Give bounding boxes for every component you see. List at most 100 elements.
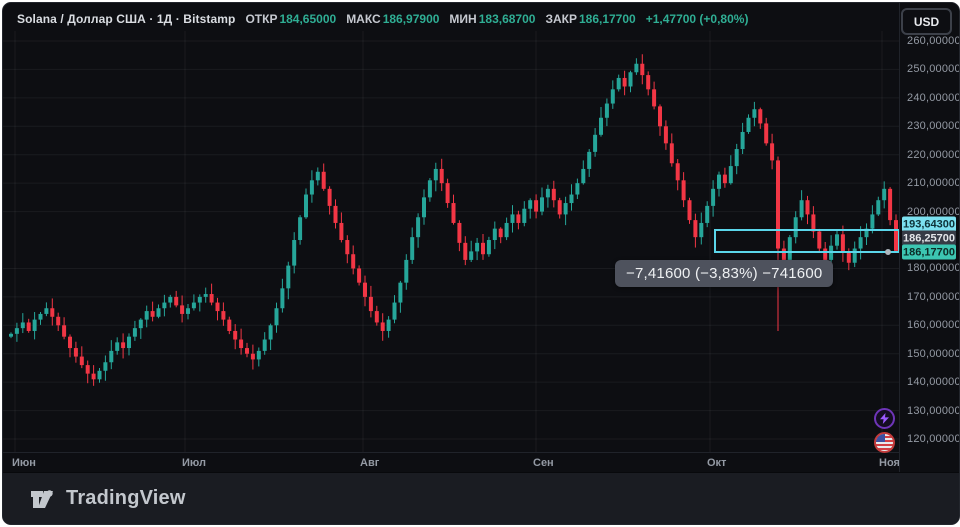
candle-body[interactable]	[728, 166, 733, 184]
candle-body[interactable]	[510, 214, 515, 223]
candle-body[interactable]	[852, 248, 857, 263]
candle-body[interactable]	[840, 234, 845, 252]
candle-body[interactable]	[486, 240, 491, 255]
candle-body[interactable]	[622, 77, 627, 87]
candle-body[interactable]	[516, 214, 521, 223]
candle-body[interactable]	[79, 356, 84, 366]
candle-body[interactable]	[705, 205, 710, 223]
candle-body[interactable]	[250, 353, 255, 360]
candle-body[interactable]	[103, 362, 108, 371]
candle-body[interactable]	[599, 117, 603, 135]
candle-body[interactable]	[245, 348, 249, 354]
candle-body[interactable]	[433, 168, 438, 181]
candle-body[interactable]	[380, 322, 385, 331]
candle-body[interactable]	[563, 203, 568, 215]
candle-body[interactable]	[162, 302, 167, 309]
candle-body[interactable]	[121, 342, 126, 349]
symbol-title[interactable]: Solana / Доллар США · 1Д · Bitstamp	[17, 12, 236, 26]
candle-body[interactable]	[699, 222, 704, 238]
candle-body[interactable]	[132, 328, 137, 337]
candle-body[interactable]	[793, 217, 798, 238]
candle-body[interactable]	[416, 217, 421, 238]
candle-body[interactable]	[374, 311, 379, 323]
candle-body[interactable]	[640, 63, 645, 76]
candle-body[interactable]	[764, 123, 769, 144]
tradingview-wordmark[interactable]: TradingView	[66, 487, 186, 509]
candle-body[interactable]	[722, 174, 727, 184]
candle-body[interactable]	[740, 131, 745, 150]
candle-body[interactable]	[498, 228, 503, 238]
candle-body[interactable]	[652, 89, 657, 107]
candle-body[interactable]	[357, 268, 362, 283]
candle-body[interactable]	[215, 302, 220, 312]
candle-body[interactable]	[610, 89, 615, 104]
candle-body[interactable]	[404, 259, 409, 283]
candle-body[interactable]	[363, 282, 367, 297]
candle-body[interactable]	[693, 220, 698, 238]
candle-body[interactable]	[846, 251, 851, 263]
candle-body[interactable]	[97, 370, 102, 380]
candle-body[interactable]	[138, 319, 143, 329]
candle-body[interactable]	[150, 311, 155, 317]
lightning-icon[interactable]	[874, 408, 895, 429]
candle-body[interactable]	[469, 251, 474, 260]
drawing-handle[interactable]	[885, 249, 891, 255]
candle-body[interactable]	[681, 180, 686, 201]
candle-body[interactable]	[109, 350, 114, 363]
candle-body[interactable]	[221, 311, 226, 320]
candle-body[interactable]	[669, 143, 674, 164]
candle-body[interactable]	[758, 109, 763, 124]
candle-body[interactable]	[534, 200, 539, 212]
candle-body[interactable]	[321, 171, 326, 189]
candle-body[interactable]	[445, 183, 450, 204]
candle-body[interactable]	[581, 168, 586, 184]
candle-body[interactable]	[439, 168, 444, 184]
price-range-box-drawing[interactable]	[714, 229, 900, 253]
candle-body[interactable]	[823, 248, 828, 260]
candle-body[interactable]	[717, 174, 721, 189]
price-axis[interactable]: 260,00000 250,00000 240,00000 230,00000 220,…	[899, 3, 959, 473]
candle-body[interactable]	[463, 242, 468, 260]
candle-body[interactable]	[858, 237, 863, 249]
candle-body[interactable]	[56, 316, 61, 326]
candle-body[interactable]	[799, 200, 804, 218]
candle-body[interactable]	[894, 220, 898, 251]
candle-body[interactable]	[504, 222, 509, 238]
candle-body[interactable]	[616, 77, 621, 90]
candle-body[interactable]	[262, 339, 267, 351]
tradingview-logo-icon[interactable]	[30, 487, 57, 511]
candle-body[interactable]	[481, 242, 485, 255]
candle-body[interactable]	[646, 75, 651, 90]
candlestick-chart[interactable]	[3, 3, 900, 458]
candle-body[interactable]	[298, 217, 303, 241]
candle-body[interactable]	[734, 149, 739, 167]
candle-body[interactable]	[410, 237, 415, 260]
candle-body[interactable]	[457, 222, 462, 243]
candle-body[interactable]	[805, 200, 810, 215]
candle-body[interactable]	[309, 180, 314, 195]
candle-body[interactable]	[239, 339, 244, 349]
candle-body[interactable]	[888, 188, 893, 221]
candle-body[interactable]	[528, 200, 533, 209]
candle-body[interactable]	[274, 308, 279, 326]
candle-body[interactable]	[545, 188, 550, 198]
candle-body[interactable]	[569, 194, 574, 204]
candle-body[interactable]	[73, 348, 78, 357]
candle-body[interactable]	[604, 103, 609, 118]
candle-body[interactable]	[811, 214, 816, 232]
candle-body[interactable]	[292, 240, 297, 266]
candle-body[interactable]	[427, 180, 432, 198]
candle-body[interactable]	[304, 194, 308, 218]
candle-body[interactable]	[197, 296, 202, 303]
candle-body[interactable]	[191, 302, 196, 309]
candle-body[interactable]	[345, 240, 350, 255]
candle-body[interactable]	[687, 200, 692, 221]
candle-body[interactable]	[168, 296, 173, 303]
candle-body[interactable]	[180, 305, 185, 314]
candle-body[interactable]	[770, 143, 775, 161]
candle-body[interactable]	[286, 265, 291, 289]
candle-body[interactable]	[882, 188, 887, 201]
candle-body[interactable]	[398, 282, 403, 303]
candle-body[interactable]	[9, 333, 13, 337]
candle-body[interactable]	[156, 308, 161, 317]
